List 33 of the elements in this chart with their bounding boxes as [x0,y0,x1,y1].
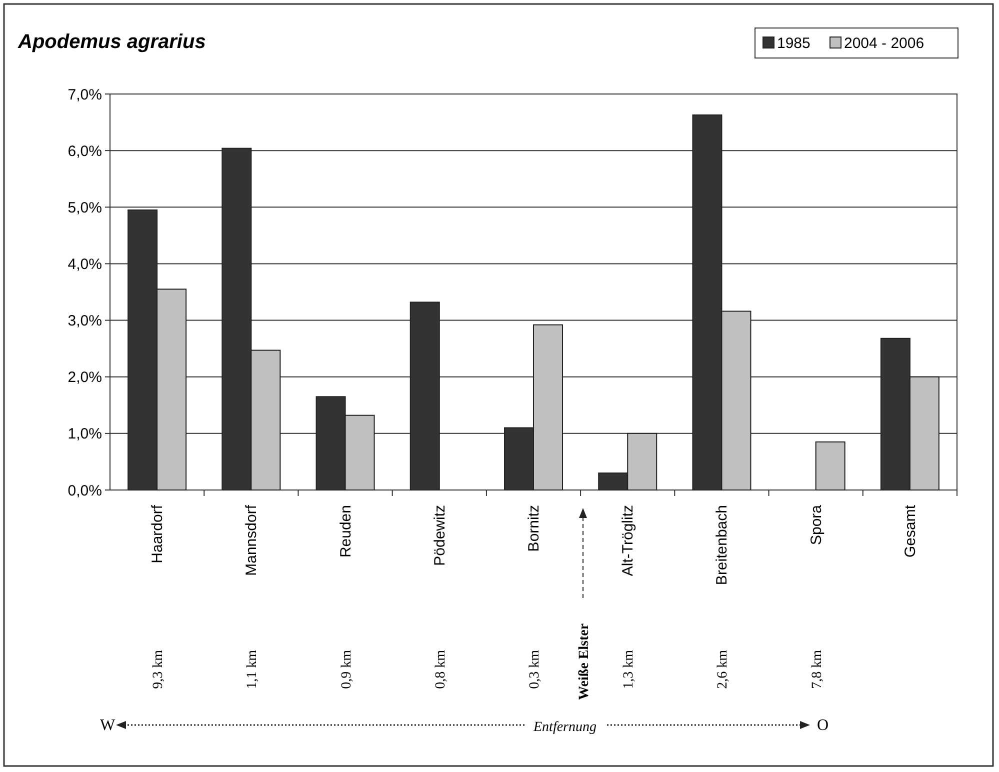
legend-label: 2004 - 2006 [844,35,924,52]
text: O [817,717,829,734]
bar [815,441,846,490]
x-tick-label: Mannsdorf [243,504,260,576]
y-tick-label: 1,0% [68,426,102,443]
x-tick-label: Pödewitz [431,505,448,566]
text: Entfernung [532,720,596,735]
x-tick-label: Spora [808,504,825,546]
text: 0,8 km [433,650,448,689]
text: 0,9 km [339,650,354,689]
y-tick-label: 6,0% [68,142,102,160]
text: 0,3 km [528,650,542,689]
y-tick-label: 4,0% [68,256,102,273]
x-tick-label: Haardorf [149,504,166,564]
text: Weiße Elster [577,623,592,700]
x-tick-label: Gesamt [902,504,919,558]
y-tick-label: 0,0% [68,482,102,500]
text: 1,1 km [245,650,260,689]
legend-label: 1985 [777,35,810,52]
text: W [100,717,116,734]
y-tick-label: 5,0% [68,199,102,216]
text: 1,3 km [622,650,637,689]
text: 7,8 km [810,650,825,689]
chart-title: Apodemus agrarius [17,31,206,53]
x-tick-label: Reuden [337,505,354,558]
x-tick-label: Breitenbach [714,505,731,586]
y-tick-label: 7,0% [68,86,102,104]
y-tick-label: 3,0% [68,312,102,330]
x-tick-label: Bornitz [526,505,542,552]
text: 9,3 km [151,650,166,689]
y-tick-label: 2,0% [68,369,102,386]
text: 2,6 km [716,650,731,689]
x-tick-label: Alt-Tröglitz [620,505,637,576]
